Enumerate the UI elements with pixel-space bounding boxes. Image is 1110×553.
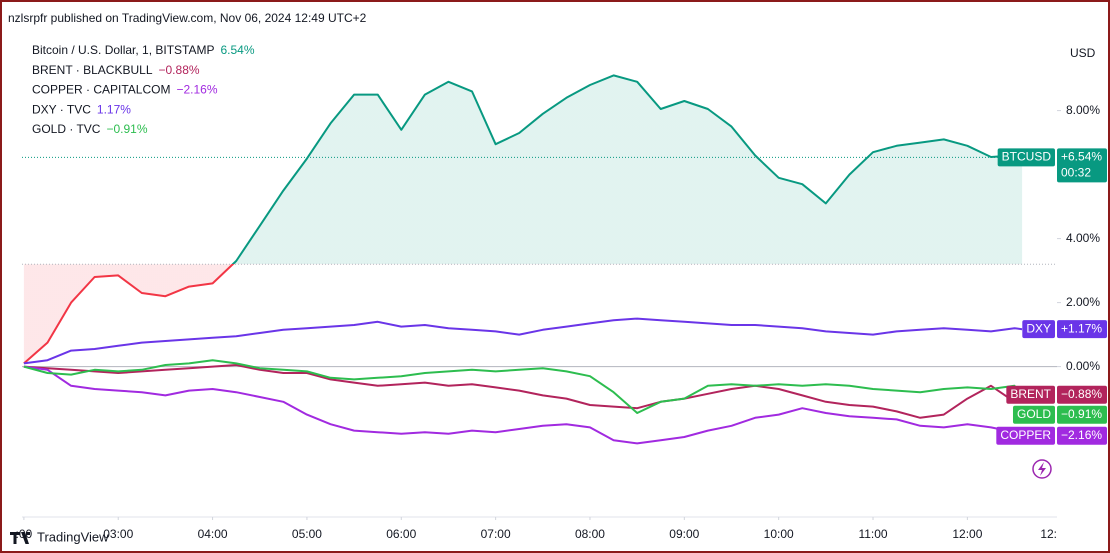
legend-change: 6.54% <box>221 43 255 57</box>
legend-change: −0.91% <box>106 122 147 136</box>
price-tag: +6.54% 00:32 BTCUSD <box>997 148 1107 183</box>
tag-value: −0.91% <box>1061 407 1102 421</box>
price-tag: −2.16% COPPER <box>996 426 1107 445</box>
tag-symbol-box <box>1006 385 1055 404</box>
tag-value-box <box>1057 385 1107 404</box>
x-tick-label: 07:00 <box>481 527 511 541</box>
x-tick-label: 04:00 <box>198 527 228 541</box>
tag-value: −2.16% <box>1061 428 1102 442</box>
currency-label: USD <box>1070 46 1096 60</box>
tag-symbol: COPPER <box>1000 428 1051 442</box>
y-tick-label: 4.00% <box>1066 231 1100 245</box>
publish-header: nzlsrpfr published on TradingView.com, N… <box>8 11 367 25</box>
series-line <box>23 364 1023 419</box>
x-tick-label: :00 <box>16 527 33 541</box>
tag-value-box <box>1057 320 1107 339</box>
x-tick-label: 05:00 <box>292 527 322 541</box>
x-tick-label: 09:00 <box>669 527 699 541</box>
price-tag: −0.88% BRENT <box>1006 385 1107 404</box>
lightning-icon[interactable] <box>1032 459 1052 479</box>
tag-symbol: GOLD <box>1017 407 1051 421</box>
tag-symbol: BTCUSD <box>1002 149 1052 163</box>
baseline-area <box>23 75 1023 364</box>
tag-value-box <box>1057 426 1107 445</box>
countdown: 00:32 <box>1061 165 1091 179</box>
price-tag: −0.91% GOLD <box>1012 405 1107 424</box>
tag-symbol-box <box>996 426 1055 445</box>
brand-name: TradingView <box>37 529 109 544</box>
x-tick-label: 03:00 <box>103 527 133 541</box>
tag-symbol: DXY <box>1026 321 1051 335</box>
tag-symbol-box <box>997 148 1055 167</box>
y-tick-label: 0.00% <box>1066 359 1100 373</box>
series-line <box>23 317 1023 365</box>
x-tick-label: 08:00 <box>575 527 605 541</box>
series-line <box>23 365 1023 445</box>
legend-change: 1.17% <box>97 102 131 116</box>
x-tick-label: 10:00 <box>764 527 794 541</box>
tag-value-box <box>1057 148 1107 183</box>
tag-symbol-box <box>1022 320 1055 339</box>
tag-value: +6.54% <box>1061 149 1102 163</box>
tag-symbol: BRENT <box>1010 387 1051 401</box>
x-tick-label: 12: <box>1040 527 1057 541</box>
x-tick-label: 11:00 <box>858 527 887 541</box>
legend-change: −2.16% <box>176 83 217 97</box>
x-tick-label: 06:00 <box>386 527 416 541</box>
price-line <box>23 74 1023 365</box>
tag-value: −0.88% <box>1061 387 1102 401</box>
legend-name: COPPER · CAPITALCOM <box>32 83 170 97</box>
x-tick-label: 12:00 <box>952 527 982 541</box>
legend-change: −0.88% <box>159 63 200 77</box>
legend-name: Bitcoin / U.S. Dollar, 1, BITSTAMP <box>32 43 215 57</box>
legend-name: GOLD · TVC <box>32 122 101 136</box>
tag-value: +1.17% <box>1061 321 1102 335</box>
tag-symbol-box <box>1012 405 1055 424</box>
legend-name: BRENT · BLACKBULL <box>32 63 153 77</box>
legend-name: DXY · TVC <box>32 102 91 116</box>
series-line <box>23 359 1023 414</box>
tradingview-logo <box>10 532 30 544</box>
plot-area <box>22 74 1057 445</box>
price-tag: +1.17% DXY <box>1022 320 1107 339</box>
y-tick-label: 2.00% <box>1066 295 1100 309</box>
y-tick-label: 8.00% <box>1066 103 1100 117</box>
tag-value-box <box>1057 405 1107 424</box>
